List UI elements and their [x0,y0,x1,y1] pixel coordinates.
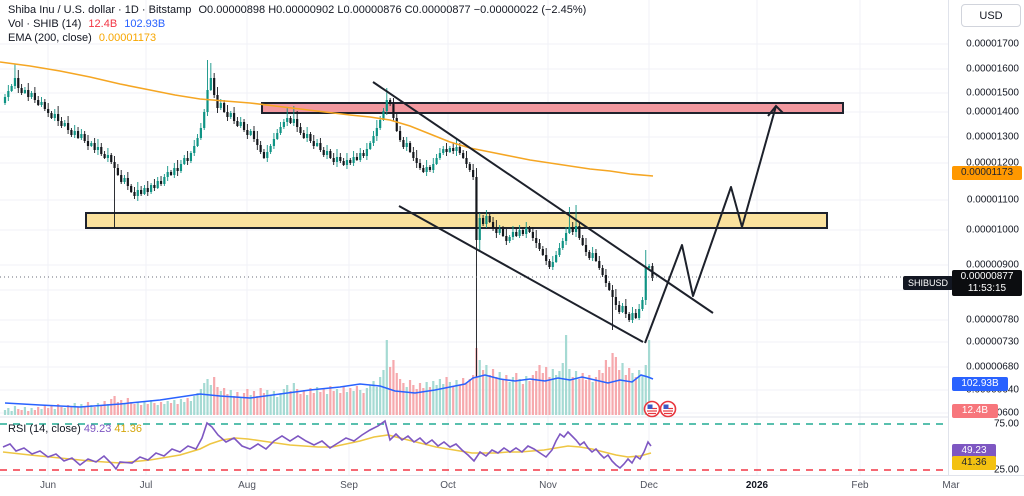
time-axis[interactable]: Jun Jul Aug Sep Oct Nov Dec 2026 Feb Mar [0,475,1024,496]
bar-countdown: 11:53:15 [967,283,1007,294]
time-tick-label: Nov [539,480,557,491]
price-tick-label: 0.00001300 [966,131,1019,143]
price-tick-label: 0.00000780 [966,314,1019,326]
ema-price-label: 0.00001173 [952,166,1022,180]
currency-toggle-button[interactable]: USD [961,4,1021,27]
volume-indicator-label[interactable]: Vol · SHIB (14) [8,18,82,30]
ema-line [0,61,654,177]
volume-legend-row[interactable]: Vol · SHIB (14) 12.4B 102.93B [8,18,590,31]
rsi-pane [0,419,948,471]
drawing-layer [372,81,784,344]
volume-label: 12.4B [952,404,998,418]
time-tick-label: Oct [440,480,456,491]
price-tick-label: 0.00001700 [966,38,1019,50]
volume-value: 12.4B [88,18,118,30]
last-price-value: 0.00000877 [960,271,1014,282]
time-tick-label: Dec [640,480,658,491]
price-tick-label: 0.00001500 [966,87,1019,99]
symbol-title[interactable]: Shiba Inu / U.S. dollar · 1D · Bitstamp [8,4,192,16]
rsi-price-label: 49.23 [952,444,996,458]
price-tick-label: 0.00001400 [966,106,1019,118]
support-zone[interactable] [85,212,828,229]
time-tick-label: Jul [139,480,153,491]
zone-layer [85,102,844,229]
time-tick-label: Jun [39,480,57,491]
chart-legend: Shiba Inu / U.S. dollar · 1D · Bitstamp … [8,4,590,46]
us-flag-event-icon[interactable] [643,400,661,418]
candlestick-layer [3,60,654,377]
price-tick-label: 0.00001600 [966,63,1019,75]
price-tick-label: 25.00 [993,464,1019,476]
us-flag-event-icon[interactable] [659,400,677,418]
projection-arrowhead [767,104,784,117]
ema-indicator-label[interactable]: EMA (200, close) [8,32,92,44]
ohlc-values: O0.00000898 H0.00000902 L0.00000876 C0.0… [198,4,587,16]
channel-lower[interactable] [398,205,644,343]
symbol-price-tag: SHIBUSD [903,276,954,290]
channel-upper[interactable] [372,81,714,314]
time-tick-label: Sep [340,480,358,491]
volume-ma-value: 102.93B [124,18,166,30]
rsi-ma-value: 41.36 [114,423,142,435]
price-tick-label: 0.00000680 [966,361,1019,373]
last-price-label: 0.00000877 11:53:15 [952,270,1022,296]
resistance-zone[interactable] [261,102,844,114]
time-tick-label: Aug [238,480,256,491]
ema-value: 0.00001173 [98,32,157,44]
time-tick-label: 2026 [745,480,769,491]
volume-ma-label: 102.93B [952,377,1008,391]
time-tick-label: Feb [851,480,869,491]
price-tick-label: 0.00000730 [966,336,1019,348]
rsi-legend-row[interactable]: RSI (14, close) 49.23 41.36 [8,423,142,435]
time-tick-label: Mar [942,480,960,491]
volume-layer [3,335,654,415]
volume-ma-line [4,374,654,408]
projection-zigzag[interactable] [644,105,777,344]
rsi-indicator-label[interactable]: RSI (14, close) [8,423,81,435]
price-tick-label: 0.00001000 [966,224,1019,236]
price-tick-label: 75.00 [993,418,1019,430]
rsi-value: 49.23 [83,423,112,435]
price-tick-label: 0.00001100 [966,194,1019,206]
ema-legend-row[interactable]: EMA (200, close) 0.00001173 [8,32,590,45]
symbol-legend-row[interactable]: Shiba Inu / U.S. dollar · 1D · Bitstamp … [8,4,590,17]
price-tick-label: 0.00001200 [966,157,1019,169]
price-tick-label: 0.00000900 [966,259,1019,271]
rsi-ma-price-label: 41.36 [952,456,996,470]
